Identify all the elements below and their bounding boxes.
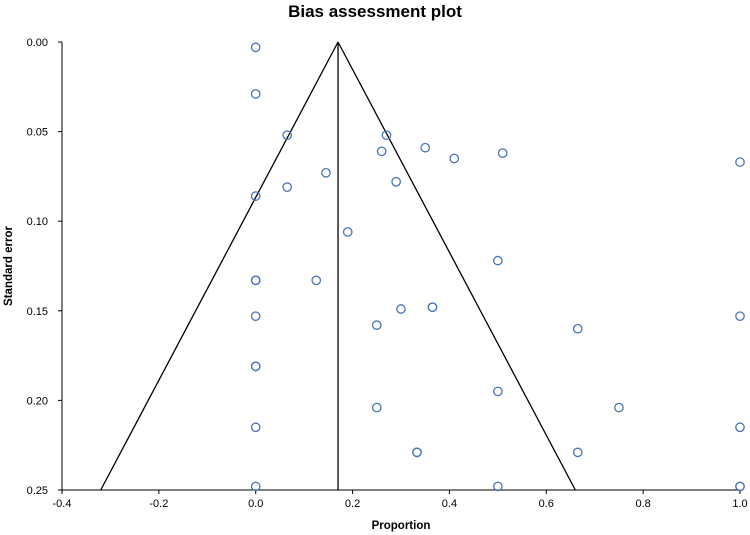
x-tick-label: 0.0 [248,498,263,510]
x-axis-title: Proportion [372,520,431,532]
data-point [342,227,353,237]
data-point [614,402,624,413]
data-point [735,311,745,322]
data-point [735,481,745,492]
data-point [735,422,745,433]
chart-title: Bias assessment plot [288,2,462,21]
data-point [282,182,293,193]
x-tick-label: -0.4 [53,498,72,510]
y-tick-label: 0.05 [27,127,48,139]
y-axis-ticks: 0.00 0.05 0.10 0.15 0.20 0.25 [27,37,62,497]
data-point [250,311,261,322]
y-tick-label: 0.15 [27,306,48,318]
x-axis-ticks: -0.4 -0.2 0.0 0.2 0.4 0.6 0.8 1.0 [53,490,748,510]
x-tick-label: -0.2 [149,498,168,510]
data-point [250,191,261,201]
data-point [250,275,261,286]
data-point [250,42,261,53]
y-tick-label: 0.20 [27,395,48,407]
data-point [311,275,322,286]
y-tick-label: 0.00 [27,37,48,49]
y-axis-title: Standard error [3,226,15,306]
data-point [572,323,583,334]
data-point [493,255,503,266]
data-point [250,481,261,492]
data-point [321,167,331,178]
data-point [493,386,503,397]
data-point [412,447,422,458]
data-point [250,422,261,433]
x-tick-label: 0.6 [539,498,554,510]
data-point [381,130,392,141]
data-point [371,402,382,413]
data-point [250,89,261,99]
data-point [376,146,387,157]
data-points [250,42,745,492]
funnel-lines [100,41,576,491]
data-point [572,447,583,458]
data-point [427,302,438,313]
data-point [391,176,402,187]
funnel-right-line [337,41,576,491]
y-tick-label: 0.10 [27,216,48,228]
data-point [493,481,503,492]
data-point [250,361,261,372]
x-tick-label: 0.4 [442,498,457,510]
x-tick-label: 0.8 [635,498,650,510]
data-point [282,130,293,141]
x-tick-label: 0.2 [345,498,360,510]
data-point [420,142,431,153]
y-tick-label: 0.25 [27,485,48,497]
funnel-left-line [100,41,339,491]
data-point [371,320,382,330]
data-point [396,304,406,314]
data-point [449,153,460,164]
data-point [735,157,745,167]
x-tick-label: 1.0 [732,498,747,510]
data-point [497,148,508,158]
